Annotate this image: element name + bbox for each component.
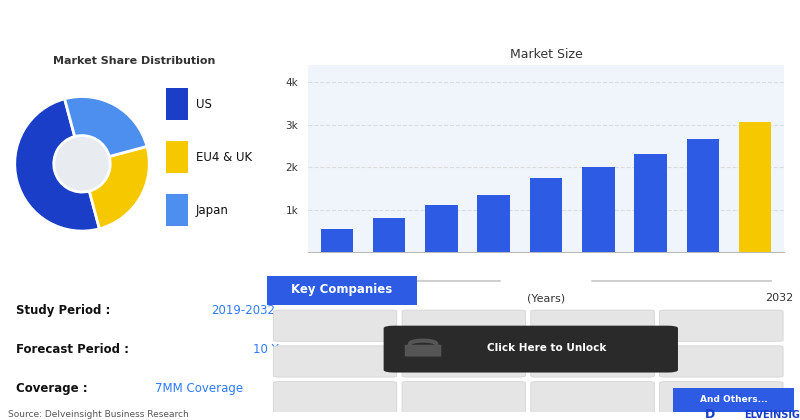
FancyBboxPatch shape xyxy=(274,346,397,377)
Text: Forecast Period :: Forecast Period : xyxy=(16,343,129,356)
Bar xyxy=(530,178,562,252)
FancyBboxPatch shape xyxy=(166,88,188,120)
Text: Study Period :: Study Period : xyxy=(16,304,110,317)
FancyBboxPatch shape xyxy=(267,276,418,305)
Text: US: US xyxy=(196,98,212,111)
FancyBboxPatch shape xyxy=(659,346,783,377)
Text: Japan: Japan xyxy=(196,204,229,217)
FancyBboxPatch shape xyxy=(384,326,678,373)
Text: Market Share Distribution: Market Share Distribution xyxy=(53,56,215,66)
Text: Market Press Release: Market Press Release xyxy=(267,14,533,38)
FancyBboxPatch shape xyxy=(659,310,783,341)
Text: And Others...: And Others... xyxy=(700,395,767,404)
Text: Key Companies: Key Companies xyxy=(291,284,392,297)
FancyBboxPatch shape xyxy=(274,382,397,413)
Title: Market Size: Market Size xyxy=(510,48,582,61)
Text: (Years): (Years) xyxy=(527,293,565,303)
FancyBboxPatch shape xyxy=(402,382,526,413)
Bar xyxy=(425,205,458,252)
Text: Click Here to Unlock: Click Here to Unlock xyxy=(487,344,606,354)
Text: 2019-2032: 2019-2032 xyxy=(211,304,275,317)
Bar xyxy=(739,123,771,252)
Text: ELVEINSIGHT: ELVEINSIGHT xyxy=(744,410,800,420)
Bar xyxy=(686,139,719,252)
FancyBboxPatch shape xyxy=(166,141,188,173)
Text: 2032: 2032 xyxy=(766,293,794,303)
Bar xyxy=(373,218,406,252)
Wedge shape xyxy=(14,99,99,231)
Text: 7MM Coverage: 7MM Coverage xyxy=(155,382,243,395)
FancyBboxPatch shape xyxy=(659,382,783,413)
Text: EU4 & UK: EU4 & UK xyxy=(196,151,252,164)
Text: Source: Delveinsight Business Research: Source: Delveinsight Business Research xyxy=(8,410,189,419)
FancyBboxPatch shape xyxy=(166,194,188,226)
Text: 10 Year: 10 Year xyxy=(253,343,297,356)
Bar xyxy=(321,228,353,252)
FancyBboxPatch shape xyxy=(402,310,526,341)
Wedge shape xyxy=(65,97,147,157)
FancyBboxPatch shape xyxy=(673,388,794,412)
Circle shape xyxy=(14,97,150,231)
Bar xyxy=(582,167,614,252)
FancyBboxPatch shape xyxy=(531,346,654,377)
FancyBboxPatch shape xyxy=(402,346,526,377)
Wedge shape xyxy=(90,147,150,229)
FancyBboxPatch shape xyxy=(405,344,442,357)
FancyBboxPatch shape xyxy=(274,310,397,341)
Text: 2019: 2019 xyxy=(298,293,326,303)
Text: D: D xyxy=(706,408,715,420)
Bar xyxy=(478,194,510,252)
Text: Coverage :: Coverage : xyxy=(16,382,88,395)
FancyBboxPatch shape xyxy=(531,310,654,341)
Bar xyxy=(634,154,667,252)
FancyBboxPatch shape xyxy=(531,382,654,413)
